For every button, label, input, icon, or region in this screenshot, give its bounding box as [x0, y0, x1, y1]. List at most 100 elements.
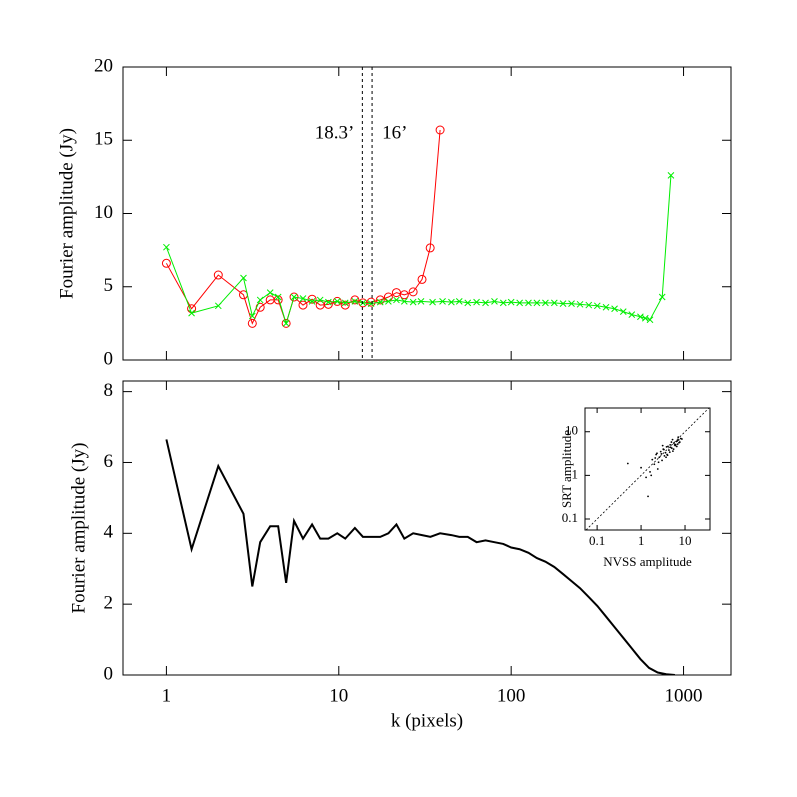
scatter-point: [649, 471, 651, 473]
y-tick-label: 0.1: [562, 510, 578, 525]
marker: [417, 274, 427, 284]
x-axis-label: NVSS amplitude: [603, 554, 692, 569]
identity-line: [585, 408, 710, 530]
marker: [641, 314, 649, 322]
scatter-point: [671, 438, 674, 441]
marker: [409, 298, 417, 306]
scatter-point: [651, 458, 654, 461]
marker: [340, 300, 350, 310]
marker: [298, 300, 308, 310]
marker: [448, 298, 455, 306]
marker: [593, 302, 601, 310]
marker: [499, 299, 507, 307]
marker: [408, 287, 418, 297]
scatter-point: [672, 448, 675, 451]
y-tick-label: 1: [572, 466, 579, 481]
y-tick-label: 4: [104, 522, 114, 543]
marker: [482, 299, 489, 307]
scatter-point: [654, 457, 657, 459]
x-tick-label: 10: [329, 685, 348, 706]
marker: [273, 295, 283, 305]
data-line: [165, 439, 675, 675]
scatter-point: [647, 495, 649, 498]
marker: [376, 298, 384, 306]
y-tick-label: 5: [104, 275, 114, 296]
plot-area: [585, 408, 710, 530]
y-tick-label: 0: [104, 348, 114, 369]
scatter-point: [670, 441, 673, 443]
scatter-point: [668, 449, 670, 451]
marker: [658, 293, 666, 301]
scatter-point: [663, 454, 666, 457]
marker: [585, 301, 593, 309]
marker: [308, 298, 316, 305]
reference-label: 18.3’: [315, 122, 355, 143]
y-tick-label: 2: [104, 593, 114, 614]
marker: [435, 125, 445, 135]
marker: [425, 243, 435, 253]
marker: [350, 295, 360, 305]
y-tick-label: 6: [104, 451, 114, 472]
scatter-point: [657, 461, 660, 464]
y-axis-label: Fourier amplitude (Jy): [56, 128, 77, 299]
marker: [163, 243, 170, 251]
scatter-point: [678, 441, 680, 444]
marker: [333, 298, 341, 305]
x-tick-label: 100: [497, 685, 526, 706]
marker: [533, 299, 541, 307]
marker: [299, 295, 307, 302]
marker: [611, 305, 618, 313]
scatter-point: [660, 453, 663, 455]
scatter-point: [645, 476, 647, 479]
scatter-point: [667, 445, 669, 448]
scatter-point: [677, 439, 680, 441]
marker: [188, 309, 195, 317]
x-tick-label: 0.1: [589, 533, 605, 548]
scatter-point: [677, 436, 680, 439]
marker: [464, 299, 472, 307]
scatter-point: [665, 456, 667, 459]
marker: [290, 293, 298, 301]
scatter-point: [675, 445, 678, 448]
marker: [393, 296, 400, 304]
scatter-point: [672, 450, 674, 453]
marker: [240, 274, 247, 282]
marker: [619, 308, 627, 316]
marker: [602, 303, 610, 311]
scatter-point: [656, 468, 659, 470]
scatter-point: [661, 459, 663, 462]
marker: [507, 298, 515, 306]
scatter-point: [669, 443, 672, 446]
marker: [439, 298, 446, 305]
marker: [550, 299, 558, 307]
scatter-point: [681, 438, 683, 440]
marker: [400, 298, 408, 305]
marker: [213, 270, 223, 280]
scatter-point: [653, 463, 656, 466]
marker: [274, 293, 282, 301]
marker: [417, 298, 425, 305]
marker: [256, 296, 264, 304]
marker: [491, 298, 498, 305]
scatter-point: [665, 445, 668, 448]
scatter-point: [669, 446, 672, 449]
marker: [367, 300, 375, 307]
scatter-point: [673, 443, 676, 446]
frame: [122, 380, 732, 676]
marker: [628, 311, 636, 318]
marker: [455, 298, 463, 305]
scatter-point: [640, 466, 642, 469]
x-tick-label: 1: [638, 533, 645, 548]
marker: [161, 258, 171, 268]
scatter-point: [661, 444, 664, 447]
marker: [473, 298, 480, 306]
scatter-point: [664, 451, 667, 454]
marker: [281, 318, 291, 328]
marker: [646, 316, 654, 324]
marker: [351, 298, 359, 305]
marker: [282, 320, 290, 327]
marker: [248, 312, 256, 320]
marker: [359, 299, 367, 307]
